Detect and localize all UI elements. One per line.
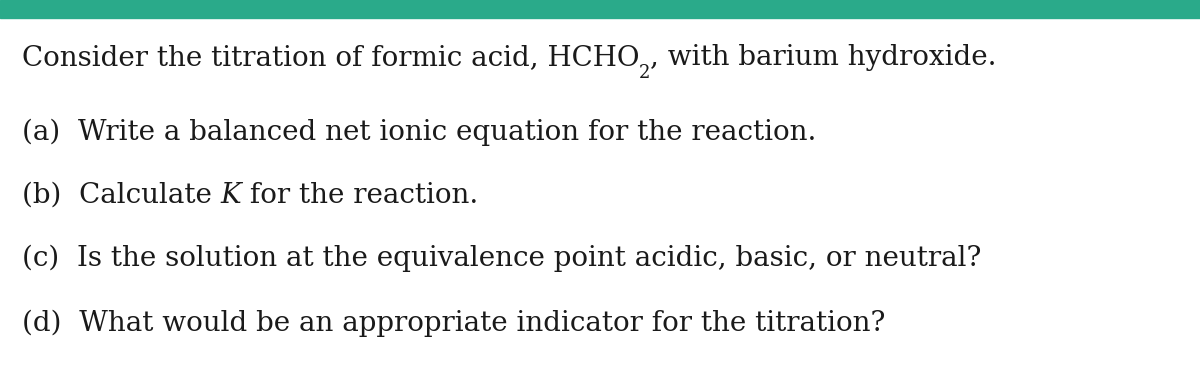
Text: for the reaction.: for the reaction. bbox=[241, 182, 479, 209]
Text: (c)  Is the solution at the equivalence point acidic, basic, or neutral?: (c) Is the solution at the equivalence p… bbox=[22, 245, 980, 272]
Text: (a)  Write a balanced net ionic equation for the reaction.: (a) Write a balanced net ionic equation … bbox=[22, 118, 816, 146]
Text: Consider the titration of formic acid, HCHO: Consider the titration of formic acid, H… bbox=[22, 44, 640, 71]
Text: (d)  What would be an appropriate indicator for the titration?: (d) What would be an appropriate indicat… bbox=[22, 310, 884, 337]
Text: K: K bbox=[221, 182, 241, 209]
Text: 2: 2 bbox=[640, 64, 650, 82]
Text: (b)  Calculate: (b) Calculate bbox=[22, 182, 221, 209]
Text: , with barium hydroxide.: , with barium hydroxide. bbox=[650, 44, 997, 71]
